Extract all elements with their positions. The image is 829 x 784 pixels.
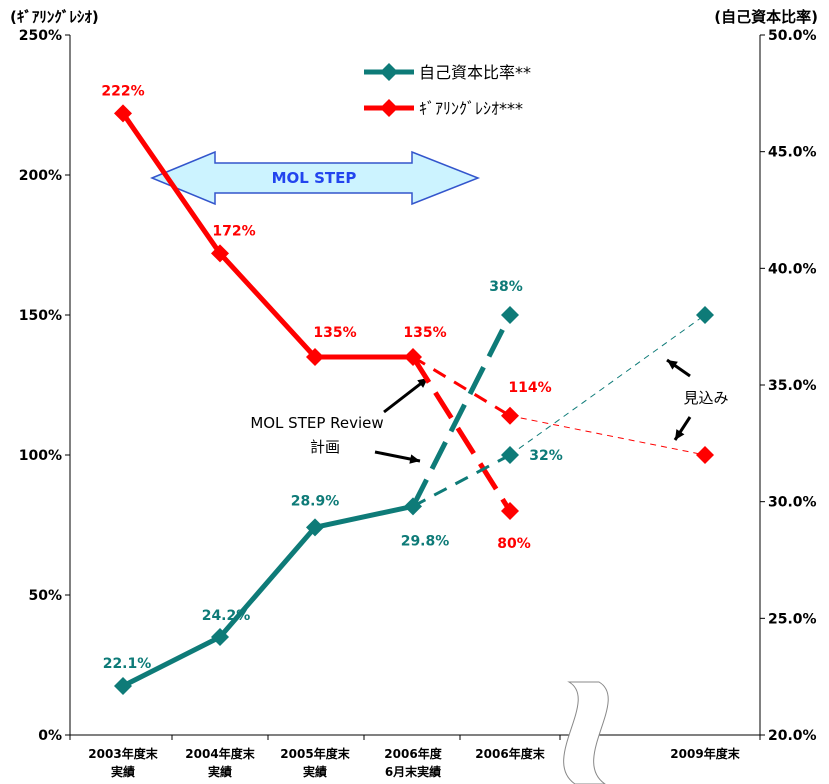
equity-ratio-label: 38% [489, 279, 523, 295]
right-tick-label: 25.0% [768, 611, 817, 627]
equity-ratio-forecast-line [412, 453, 511, 508]
gearing-ratio-marker [306, 348, 324, 366]
left-tick-label: 200% [19, 168, 62, 184]
legend-label: ｷﾞｱﾘﾝｸﾞﾚｼｵ*** [419, 99, 523, 118]
equity-ratio-marker [211, 628, 229, 646]
x-category-sublabel: 6月末実績 [385, 764, 441, 779]
legend: 自己資本比率** ｷﾞｱﾘﾝｸﾞﾚｼｵ*** [364, 63, 531, 118]
gearing-ratio-label: 135% [313, 325, 356, 341]
equity-ratio-label: 24.2% [202, 608, 251, 624]
right-tick-label: 40.0% [768, 261, 817, 277]
equity-ratio-label: 28.9% [291, 493, 340, 509]
gearing-ratio-label: 114% [508, 380, 551, 396]
gearing-ratio-marker [501, 406, 519, 425]
x-category-sublabel: 実績 [303, 764, 327, 779]
equity-ratio-marker [696, 306, 714, 324]
annotations: MOL STEP MOL STEP Review 計画 見込み [150, 150, 729, 784]
equity-ratio-marker [501, 306, 519, 324]
x-category-label: 2005年度末 [280, 746, 350, 761]
gearing-ratio-longterm-line [509, 415, 706, 456]
x-category-label: 2003年度末 [88, 746, 158, 761]
gearing-ratio-label: 135% [403, 325, 446, 341]
tick-labels: 0% 50% 100% 150% 200% 250% 20.0% 25.0% 30.0% 35.0… [19, 28, 817, 779]
equity-ratio-label: 22.1% [103, 656, 152, 672]
equity-ratio-marker [501, 446, 519, 464]
review-label-line1: MOL STEP Review [250, 414, 383, 432]
legend-label: 自己資本比率** [419, 63, 531, 82]
gearing-ratio-marker [501, 502, 519, 520]
right-tick-label: 35.0% [768, 378, 817, 394]
x-category-sublabel: 実績 [208, 764, 232, 779]
gearing-ratio-forecast-line [412, 355, 511, 418]
gearing-ratio-label: 222% [101, 83, 144, 99]
legend-marker [380, 99, 398, 117]
x-category-sublabel: 実績 [111, 764, 135, 779]
forecast-label: 見込み [683, 389, 728, 407]
gearing-ratio-actual-line [120, 111, 413, 360]
left-tick-label: 250% [19, 28, 62, 44]
gearing-ratio-label: 172% [212, 223, 255, 239]
right-tick-label: 30.0% [768, 495, 817, 511]
data-labels: 222% 172% 135% 135% 80% 114% 22.1% 24.2% 28.9% 29… [101, 83, 562, 672]
equity-ratio-plan-line [410, 313, 513, 508]
left-tick-label: 50% [28, 588, 62, 604]
equity-ratio-actual-line [121, 503, 414, 689]
review-arrow-2-head [409, 454, 420, 464]
axis-break-symbol [563, 681, 609, 784]
right-axis-title: (自己資本比率) [714, 8, 818, 26]
x-category-label: 2004年度末 [185, 746, 255, 761]
forecast-arrow-2-head [675, 429, 685, 440]
right-tick-label: 20.0% [768, 728, 817, 744]
mol-step-arrow [150, 150, 481, 206]
equity-ratio-label: 32% [529, 448, 563, 464]
left-axis-title: (ｷﾞｱﾘﾝｸﾞﾚｼｵ) [10, 8, 99, 26]
axes [65, 34, 765, 740]
review-label-line2: 計画 [310, 438, 340, 456]
mol-step-label: MOL STEP [272, 169, 357, 187]
left-tick-label: 150% [19, 308, 62, 324]
legend-marker [380, 63, 398, 81]
series-markers [114, 104, 714, 695]
gearing-ratio-marker [404, 348, 422, 366]
series-lines [120, 111, 706, 689]
forecast-arrow-1-head [667, 360, 678, 370]
gearing-ratio-label: 80% [497, 536, 531, 552]
right-tick-label: 50.0% [768, 28, 817, 44]
equity-ratio-longterm-line [509, 314, 706, 456]
equity-ratio-label: 29.8% [401, 533, 450, 549]
left-tick-label: 0% [38, 728, 62, 744]
equity-ratio-marker [114, 677, 132, 695]
right-tick-label: 45.0% [768, 145, 817, 161]
x-category-label: 2009年度末 [670, 746, 740, 761]
x-category-label: 2006年度 [384, 746, 442, 761]
equity-ratio-marker [404, 497, 422, 516]
left-tick-label: 100% [19, 448, 62, 464]
gearing-ratio-marker [696, 446, 714, 464]
x-category-label: 2006年度末 [475, 746, 545, 761]
gearing-ratio-plan-line [410, 355, 513, 513]
gearing-ratio-marker [211, 244, 229, 263]
axis-titles: (ｷﾞｱﾘﾝｸﾞﾚｼｵ) (自己資本比率) [10, 8, 818, 26]
gearing-ratio-marker [114, 104, 132, 123]
equity-ratio-marker [306, 518, 324, 537]
